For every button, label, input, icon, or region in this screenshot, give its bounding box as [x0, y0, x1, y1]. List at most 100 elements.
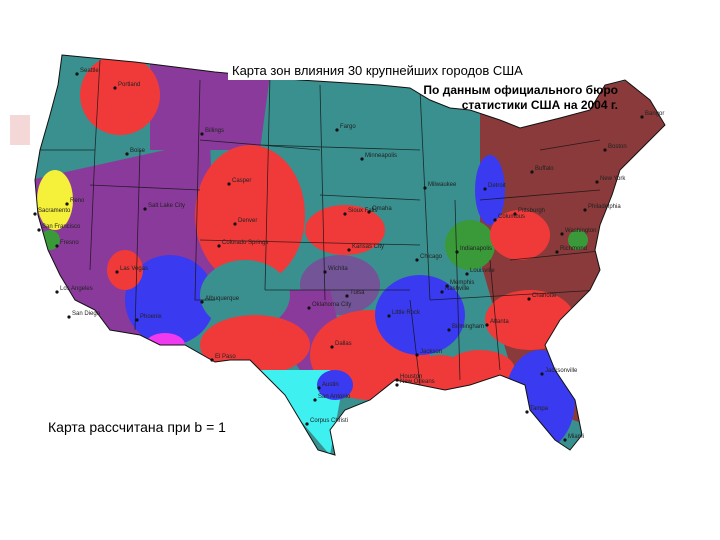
- city-label: Houston: [400, 374, 422, 380]
- zone-birmingham: [445, 350, 515, 390]
- city-dot: [485, 323, 489, 327]
- city-label: San Diego: [72, 311, 101, 317]
- city-label: Corpus Christi: [310, 418, 348, 424]
- city-dot: [227, 182, 231, 186]
- zone-lasvegas: [107, 250, 143, 290]
- city-dot: [483, 187, 487, 191]
- city-label: Bangor: [645, 111, 664, 117]
- city-dot: [330, 345, 334, 349]
- city-label: Dallas: [335, 341, 352, 347]
- city-label: San Francisco: [42, 224, 81, 230]
- city-label: Omaha: [372, 206, 392, 212]
- city-dot: [335, 128, 339, 132]
- city-dot: [555, 250, 559, 254]
- city-label: Boston: [608, 144, 627, 150]
- city-dot: [55, 244, 59, 248]
- city-label: Birmingham: [452, 324, 484, 330]
- city-dot: [65, 202, 69, 206]
- city-dot: [440, 290, 444, 294]
- city-dot: [67, 315, 71, 319]
- city-dot: [200, 300, 204, 304]
- city-dot: [455, 250, 459, 254]
- city-dot: [343, 212, 347, 216]
- city-dot: [563, 438, 567, 442]
- city-dot: [640, 115, 644, 119]
- city-dot: [233, 222, 237, 226]
- zone-indianapolis: [445, 220, 495, 270]
- city-label: Louisville: [470, 268, 495, 274]
- zone-washington: [568, 230, 588, 250]
- city-dot: [345, 294, 349, 298]
- city-dot: [395, 383, 399, 387]
- city-dot: [560, 232, 564, 236]
- city-dot: [445, 284, 449, 288]
- city-label: Nashville: [445, 286, 470, 292]
- city-dot: [513, 212, 517, 216]
- city-label: Chicago: [420, 254, 443, 260]
- city-label: Atlanta: [490, 319, 509, 325]
- city-dot: [540, 372, 544, 376]
- zone-brown: [480, 70, 665, 455]
- city-label: Tampa: [530, 406, 549, 412]
- cities: Seattle Portland Boise Billings Sacramento Sa…: [33, 68, 664, 442]
- city-label: Colorado Springs: [222, 240, 268, 246]
- city-label: Fargo: [340, 124, 356, 130]
- city-dot: [305, 422, 309, 426]
- city-label: Salt Lake City: [148, 203, 185, 209]
- zone-elpaso: [200, 315, 310, 375]
- note-box: [44, 415, 270, 437]
- city-label: Sioux Falls: [348, 208, 377, 214]
- city-dot: [595, 180, 599, 184]
- city-dot: [323, 270, 327, 274]
- title-box: [228, 60, 600, 80]
- city-label: New Orleans: [400, 379, 435, 385]
- city-label: Tulsa: [350, 290, 365, 296]
- zone-austin: [317, 370, 353, 400]
- city-dot: [465, 272, 469, 276]
- zone-albuquerque: [200, 260, 290, 330]
- city-label: Pittsburgh: [518, 208, 545, 214]
- city-dot: [125, 152, 129, 156]
- city-label: Boise: [130, 148, 146, 154]
- note: Карта рассчитана при b = 1: [48, 419, 226, 435]
- city-dot: [415, 258, 419, 262]
- city-label: Billings: [205, 128, 224, 134]
- city-label: Sacramento: [38, 208, 71, 214]
- city-label: Richmond: [560, 246, 587, 252]
- city-dot: [387, 314, 391, 318]
- city-label: Reno: [70, 198, 85, 204]
- source-line: По данным официального бюро: [423, 83, 618, 97]
- city-dot: [447, 328, 451, 332]
- city-label: Los Angeles: [60, 286, 93, 292]
- city-label: Jacksonville: [545, 368, 578, 374]
- city-dot: [37, 228, 41, 232]
- city-label: Milwaukee: [428, 182, 457, 188]
- city-dot: [317, 386, 321, 390]
- city-label: Memphis: [450, 280, 474, 286]
- city-label: Fresno: [60, 240, 79, 246]
- city-label: Portland: [118, 82, 140, 88]
- zone-florida: [505, 350, 575, 450]
- city-label: Minneapolis: [365, 153, 397, 159]
- city-label: Philadelphia: [588, 204, 621, 210]
- city-label: Indianapolis: [460, 246, 492, 252]
- city-label: Charlotte: [532, 293, 557, 299]
- city-dot: [143, 207, 147, 211]
- city-dot: [313, 398, 317, 402]
- zone-memphis: [375, 275, 465, 355]
- state-borders: [35, 59, 611, 386]
- city-label: Phoenix: [140, 314, 162, 320]
- city-label: Wichita: [328, 266, 348, 272]
- zone-pittsburgh: [490, 210, 550, 260]
- city-dot: [423, 186, 427, 190]
- zone-purple-north: [150, 60, 270, 150]
- zone-wichita: [300, 255, 380, 315]
- city-dot: [217, 244, 221, 248]
- source-line: статистики США на 2004 г.: [462, 98, 618, 112]
- city-dot: [527, 297, 531, 301]
- city-dot: [530, 170, 534, 174]
- city-dot: [395, 378, 399, 382]
- edge-artifact: [10, 115, 30, 145]
